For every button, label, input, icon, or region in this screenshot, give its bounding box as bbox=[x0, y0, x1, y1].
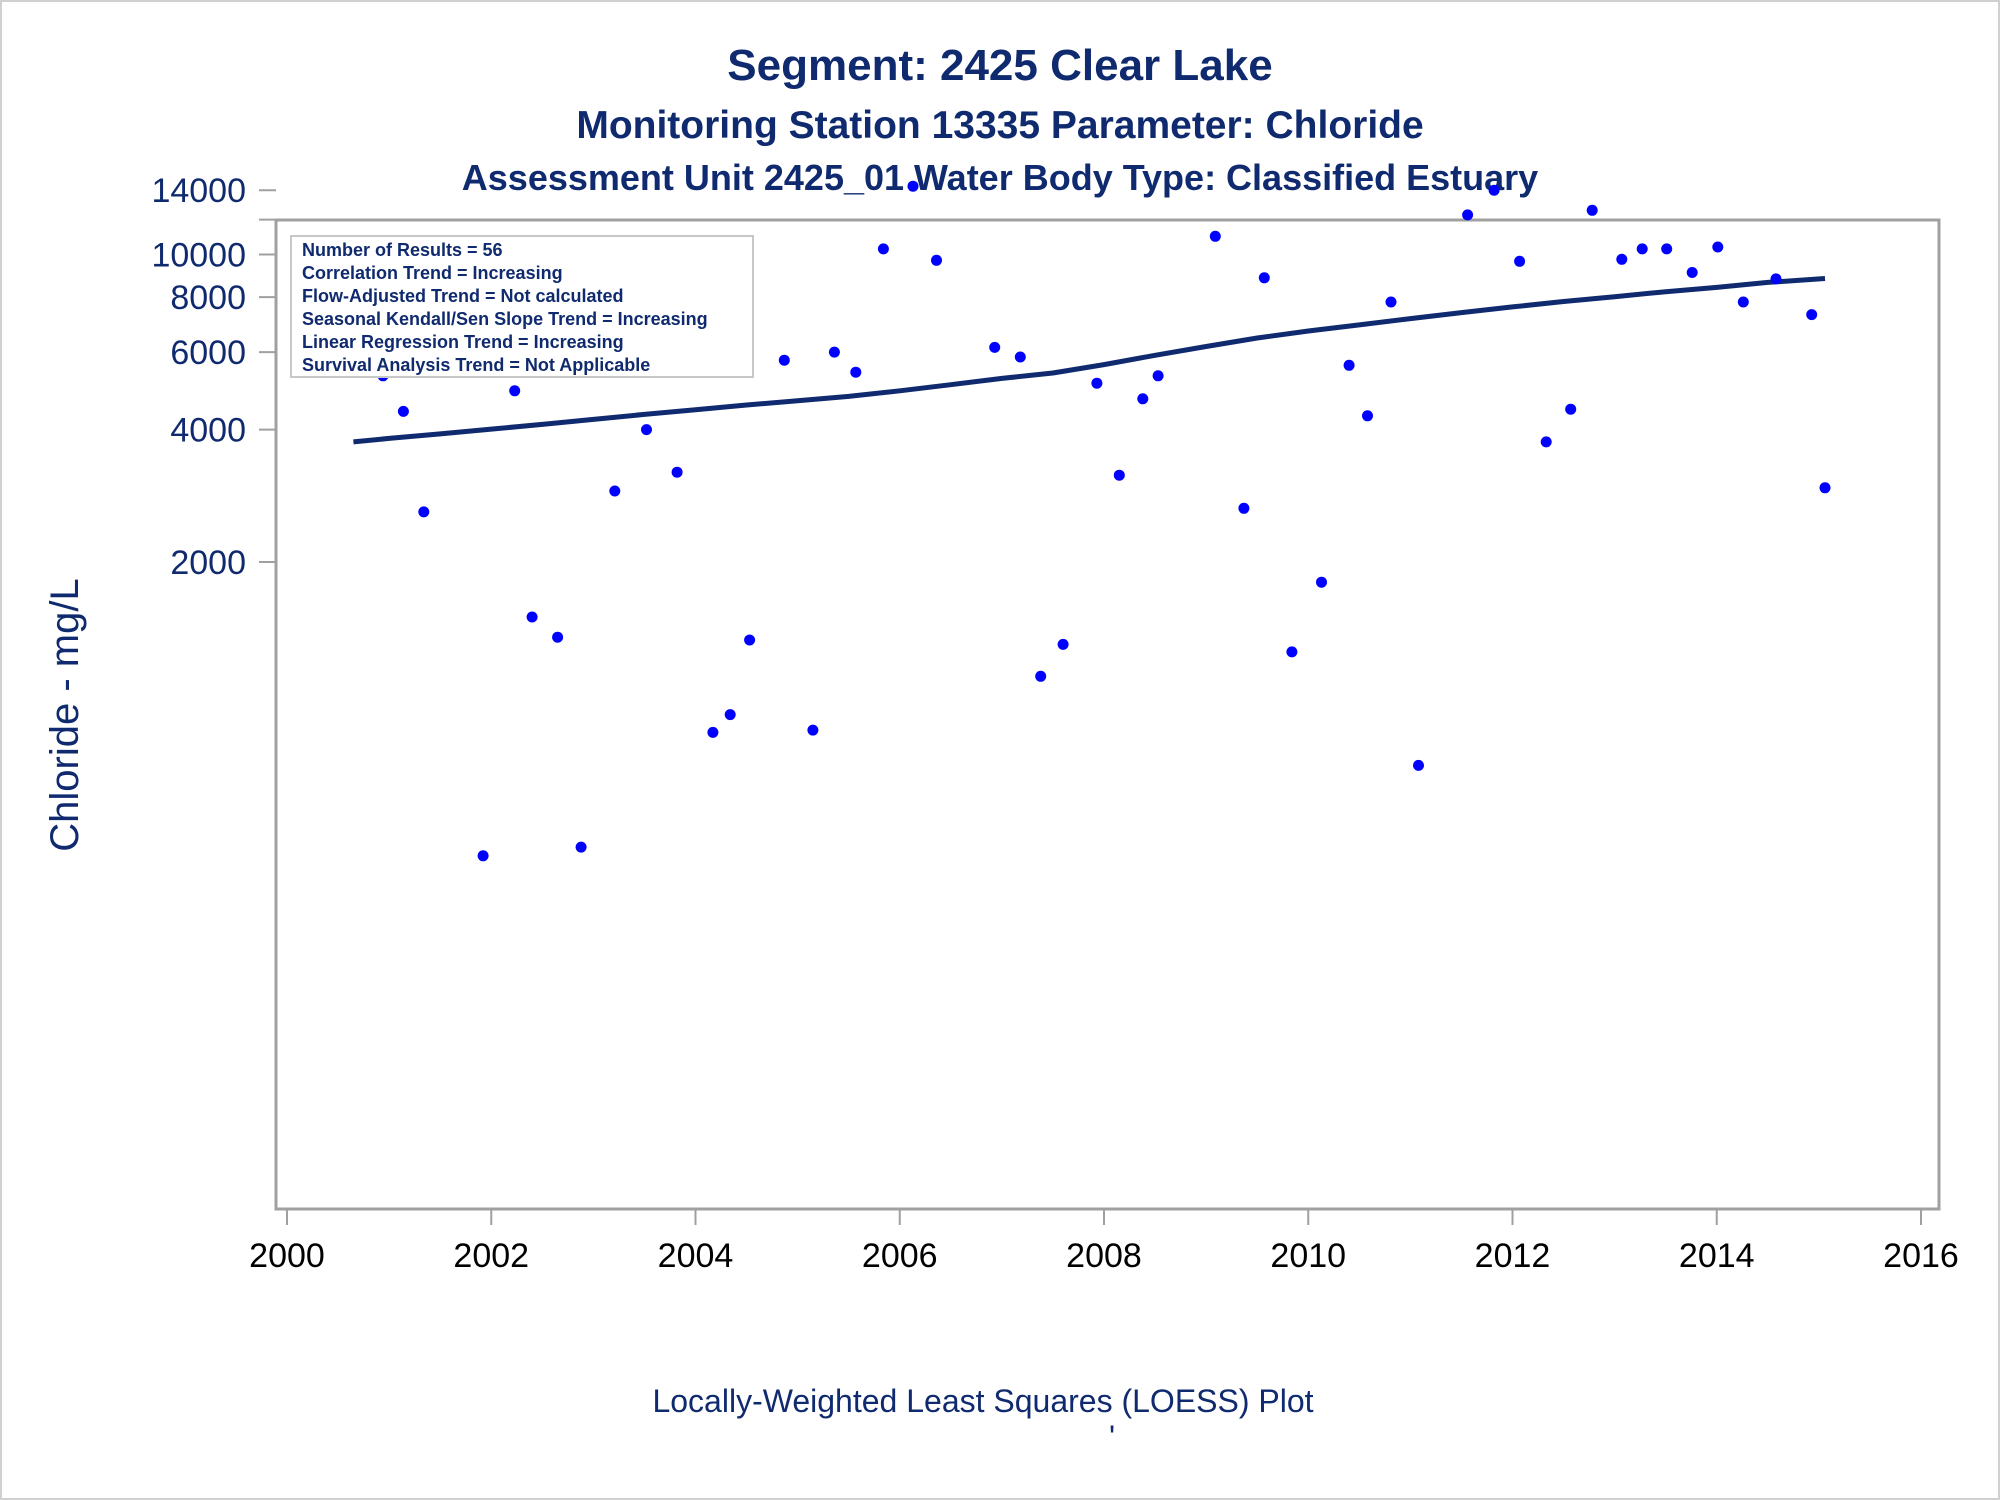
y-tick-label: 8000 bbox=[170, 279, 246, 317]
data-point bbox=[707, 726, 719, 738]
data-point bbox=[1113, 469, 1125, 481]
data-point bbox=[1413, 759, 1424, 771]
data-point bbox=[1819, 482, 1831, 494]
data-point bbox=[1343, 359, 1355, 371]
data-point bbox=[1385, 296, 1397, 308]
data-point bbox=[1316, 576, 1327, 588]
data-point bbox=[850, 366, 862, 378]
data-point bbox=[1565, 403, 1577, 415]
x-tick-label: 2010 bbox=[1270, 1237, 1346, 1275]
data-point bbox=[907, 180, 919, 192]
data-point bbox=[877, 243, 889, 255]
data-point bbox=[1514, 255, 1526, 267]
y-tick-label: 4000 bbox=[170, 412, 246, 450]
data-point bbox=[1616, 253, 1628, 265]
data-point bbox=[1712, 241, 1724, 253]
data-point bbox=[1209, 230, 1221, 242]
footnote-mark: ' bbox=[1109, 1419, 1115, 1455]
data-point bbox=[778, 354, 790, 366]
x-tick-label: 2002 bbox=[453, 1237, 529, 1275]
loess-line bbox=[353, 276, 1826, 445]
data-point bbox=[1286, 646, 1298, 658]
data-point bbox=[641, 424, 652, 436]
inset-legend-line: Flow-Adjusted Trend = Not calculated bbox=[302, 286, 624, 306]
data-point bbox=[1488, 184, 1500, 196]
inset-legend-box bbox=[290, 235, 754, 378]
data-point bbox=[744, 634, 756, 646]
y-axis-label: Chloride - mg/L bbox=[43, 578, 87, 851]
data-point bbox=[1586, 204, 1598, 216]
footnote: Locally-Weighted Least Squares (LOESS) P… bbox=[652, 1383, 1313, 1419]
data-point bbox=[1091, 377, 1103, 389]
data-point bbox=[1686, 267, 1698, 278]
data-point bbox=[1540, 436, 1552, 448]
data-point bbox=[1035, 670, 1047, 682]
data-point bbox=[1661, 243, 1673, 255]
inset-legend-line: Survival Analysis Trend = Not Applicable bbox=[302, 355, 650, 375]
data-point bbox=[418, 506, 430, 518]
data-point bbox=[509, 385, 521, 397]
plot-area-frame bbox=[274, 218, 1941, 1211]
x-tick-label: 2014 bbox=[1679, 1237, 1755, 1275]
y-axis: 2000 4000 6000 8000 10000 14000 bbox=[151, 172, 276, 582]
x-tick-label: 2008 bbox=[1066, 1237, 1142, 1275]
inset-legend: Number of Results = 56 Correlation Trend … bbox=[290, 235, 754, 378]
data-point bbox=[1137, 393, 1149, 405]
inset-legend-line: Number of Results = 56 bbox=[302, 240, 503, 260]
data-point bbox=[526, 611, 538, 623]
data-point bbox=[1238, 502, 1250, 514]
y-tick-label: 10000 bbox=[151, 237, 246, 275]
data-point bbox=[1770, 273, 1782, 285]
x-axis: 2000 2002 2004 2006 2008 2010 2012 2014 2016 bbox=[249, 1209, 1959, 1275]
data-point bbox=[1152, 370, 1164, 382]
data-point bbox=[1636, 243, 1648, 255]
y-tick-label: 2000 bbox=[170, 544, 246, 582]
inset-legend-line: Seasonal Kendall/Sen Slope Trend = Incre… bbox=[302, 309, 708, 329]
data-point bbox=[1014, 351, 1026, 363]
data-point bbox=[828, 346, 840, 358]
data-point bbox=[609, 485, 621, 497]
data-point bbox=[724, 709, 736, 721]
data-point bbox=[552, 631, 564, 643]
chart-subtitle-2: Assessment Unit 2425_01 Water Body Type:… bbox=[462, 157, 1538, 198]
data-point bbox=[931, 254, 942, 266]
y-tick-label: 14000 bbox=[151, 172, 246, 210]
data-point bbox=[397, 405, 409, 417]
data-point bbox=[671, 466, 683, 478]
y-tick-label: 6000 bbox=[170, 334, 246, 372]
x-tick-label: 2000 bbox=[249, 1237, 325, 1275]
chart-title: Segment: 2425 Clear Lake bbox=[727, 41, 1272, 90]
data-point bbox=[575, 841, 587, 853]
chart-subtitle: Monitoring Station 13335 Parameter: Chlo… bbox=[576, 104, 1423, 147]
data-point bbox=[477, 850, 489, 862]
inset-legend-line: Linear Regression Trend = Increasing bbox=[302, 332, 624, 352]
data-point bbox=[807, 724, 819, 736]
x-tick-label: 2006 bbox=[862, 1237, 938, 1275]
x-tick-label: 2004 bbox=[658, 1237, 734, 1275]
data-point bbox=[1462, 209, 1474, 221]
x-tick-label: 2012 bbox=[1475, 1237, 1551, 1275]
data-point bbox=[1057, 638, 1069, 650]
data-point bbox=[989, 341, 1001, 353]
inset-legend-line: Correlation Trend = Increasing bbox=[302, 263, 563, 283]
data-point bbox=[1806, 309, 1818, 321]
x-tick-label: 2016 bbox=[1883, 1237, 1959, 1275]
data-point bbox=[1258, 272, 1270, 284]
data-point bbox=[1362, 410, 1373, 422]
data-point bbox=[1737, 296, 1749, 308]
